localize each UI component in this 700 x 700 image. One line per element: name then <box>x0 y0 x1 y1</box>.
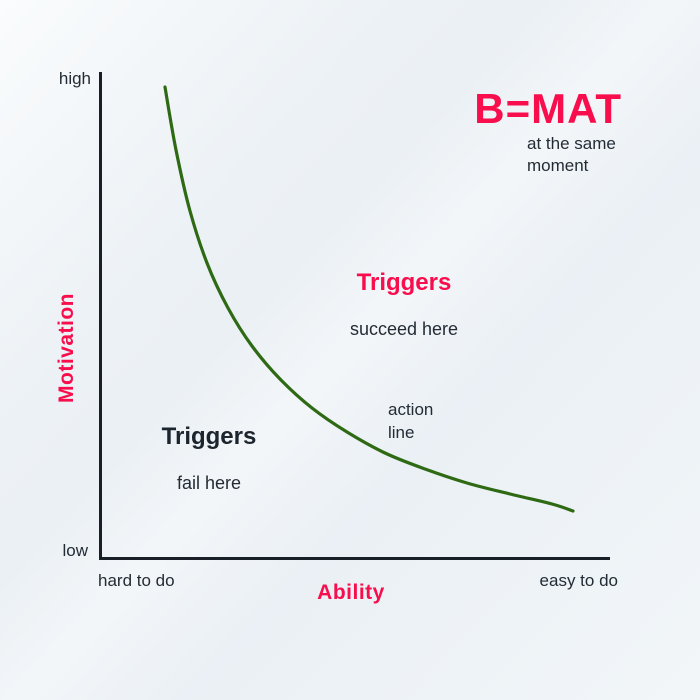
x-tick-hard-to-do: hard to do <box>98 571 175 590</box>
page-title: B=MAT <box>474 85 622 132</box>
action-line-curve <box>163 85 575 513</box>
y-axis-label: Motivation <box>55 293 78 403</box>
triggers-succeed-title: Triggers <box>356 269 452 296</box>
triggers-fail-title: Triggers <box>161 423 257 450</box>
x-axis-label: Ability <box>317 581 385 604</box>
triggers-succeed-zone: Triggers succeed here <box>314 252 494 360</box>
triggers-fail-subtitle: fail here <box>176 473 242 494</box>
x-tick-easy-to-do: easy to do <box>539 571 618 590</box>
action-line-label: action line <box>388 400 434 442</box>
triggers-fail-zone: Triggers fail here <box>119 406 299 514</box>
page-subtitle: at the same moment <box>527 134 616 176</box>
y-tick-low: low <box>62 541 88 560</box>
triggers-succeed-subtitle: succeed here <box>349 319 459 340</box>
y-tick-high: high <box>58 69 91 88</box>
